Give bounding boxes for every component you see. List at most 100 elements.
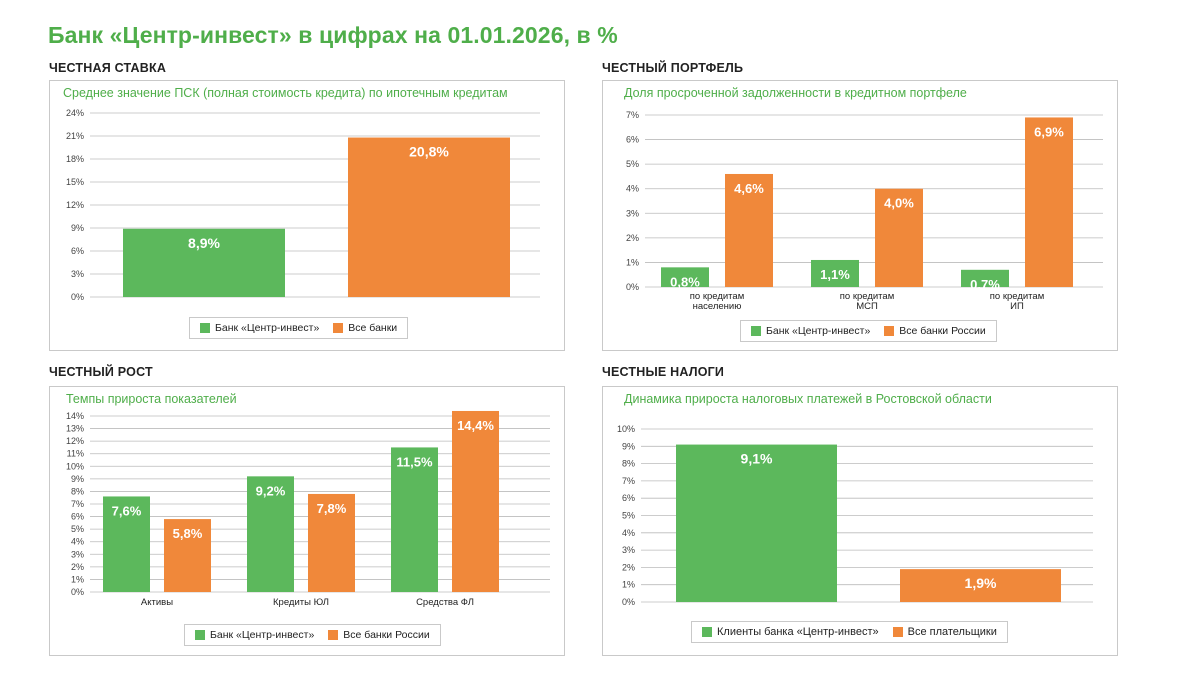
chart-panel-taxes: Динамика прироста налоговых платежей в Р… [602,386,1118,656]
y-tick-label: 6% [626,135,639,145]
data-label: 8,9% [188,235,220,251]
y-tick-label: 14% [66,411,84,421]
y-tick-label: 12% [66,200,84,210]
category-label: Средства ФЛ [416,597,474,608]
data-label: 5,8% [173,526,203,541]
data-label: 7,6% [112,503,142,518]
y-tick-label: 0% [71,587,84,597]
y-tick-label: 3% [622,545,635,555]
legend-swatch-orange [892,627,903,637]
legend-label: Все банки России [899,325,986,337]
chart-title: Среднее значение ПСК (полная стоимость к… [63,86,508,100]
chart-panel-growth: Темпы прироста показателей 0% 1% 2% 3% 4% 5% 6… [49,386,565,656]
section-title-rate: ЧЕСТНАЯ СТАВКА [49,61,167,75]
bar-bank-2 [961,269,1009,287]
legend-item-all-payers: Все плательщики [892,626,997,638]
legend-item-all: Все банки [333,322,397,334]
bar-all-1 [308,493,355,592]
y-tick-label: 11% [67,449,84,459]
legend-label: Банк «Центр-инвест» [215,322,320,334]
page-title: Банк «Центр-инвест» в цифрах на 01.01.20… [48,22,618,48]
bar-all-2 [452,410,499,592]
y-tick-label: 7% [71,499,84,509]
data-label: 4,0% [884,196,914,211]
legend-label: Все банки [348,322,398,334]
y-tick-label: 2% [71,562,84,572]
y-tick-label: 5% [71,524,84,534]
chart-svg: 0% 1% 2% 3% 4% 5% 6% 7% 8% 9% 10% 11% 12% 13% 14% 7,6% 5… [66,410,550,608]
legend-item-clients: Клиенты банка «Центр-инвест» [702,626,879,638]
y-tick-label: 2% [622,562,635,572]
bar-bank-1 [247,476,294,592]
chart-title: Доля просроченной задолженности в кредит… [624,86,967,100]
legend-label: Все банки России [343,629,430,641]
y-tick-label: 3% [71,549,84,559]
y-tick-label: 7% [622,476,635,486]
y-tick-label: 4% [622,528,635,538]
data-label: 20,8% [409,144,449,160]
category-label: ИП [1010,301,1024,312]
bar-bank-0 [103,496,150,592]
legend-swatch-green [751,326,761,336]
legend-swatch-green [200,323,210,333]
section-title-growth: ЧЕСТНЫЙ РОСТ [49,365,153,379]
legend-swatch-orange [884,326,895,336]
legend-swatch-orange [333,323,344,333]
data-label: 7,8% [317,501,347,516]
data-label: 14,4% [457,418,494,433]
y-tick-label: 1% [71,574,84,584]
chart-legend: Банк «Центр-инвест» Все банки [189,317,409,339]
bar-all-1 [875,188,923,287]
y-tick-label: 3% [71,269,84,279]
legend-label: Банк «Центр-инвест» [766,325,871,337]
bar-all-0 [725,173,773,287]
y-tick-label: 9% [71,223,84,233]
bar-bank-0 [676,444,837,602]
y-tick-label: 10% [66,461,84,471]
y-tick-label: 8% [71,486,84,496]
y-tick-label: 8% [622,459,635,469]
y-tick-label: 6% [71,246,84,256]
y-tick-label: 9% [622,441,635,451]
data-label: 0,8% [670,274,700,289]
data-label: 1,9% [965,575,997,591]
chart-panel-rate: Среднее значение ПСК (полная стоимость к… [49,80,565,351]
chart-svg: 0% 1% 2% 3% 4% 5% 6% 7% 8% 9% 10% 9,1% 1,9% [617,424,1093,607]
y-tick-label: 9% [71,474,84,484]
chart-svg: 0%1%2%3%4%5%6%7%0,8%4,6%по кредитамнасел… [626,110,1103,312]
y-tick-label: 2% [626,233,639,243]
section-title-portfolio: ЧЕСТНЫЙ ПОРТФЕЛЬ [602,61,744,75]
legend-label: Клиенты банка «Центр-инвест» [717,626,879,638]
y-tick-label: 4% [626,184,639,194]
legend-swatch-green [702,627,712,637]
data-label: 9,2% [256,483,286,498]
y-tick-label: 10% [617,424,635,434]
y-tick-label: 0% [622,597,635,607]
y-tick-label: 6% [71,512,84,522]
chart-legend: Банк «Центр-инвест» Все банки России [184,624,441,646]
y-tick-label: 15% [66,177,84,187]
y-tick-label: 1% [626,257,639,267]
data-label: 9,1% [741,451,773,467]
chart-legend: Банк «Центр-инвест» Все банки России [740,320,997,342]
legend-item-bank: Банк «Центр-инвест» [195,629,314,641]
data-label: 0,7% [970,277,1000,292]
bar-bank-2 [391,447,438,592]
section-title-taxes: ЧЕСТНЫЕ НАЛОГИ [602,365,725,379]
category-label: по кредитам [690,291,745,302]
bar-bank-0 [123,228,285,297]
bar-all-0 [348,137,510,297]
bar-bank-1 [811,259,859,287]
y-tick-label: 24% [66,108,84,118]
category-label: Активы [141,597,173,608]
y-tick-label: 21% [66,131,84,141]
y-tick-label: 3% [626,208,639,218]
legend-label: Банк «Центр-инвест» [210,629,315,641]
chart-panel-portfolio: Доля просроченной задолженности в кредит… [602,80,1118,351]
legend-swatch-orange [328,630,339,640]
chart-title: Темпы прироста показателей [66,392,237,406]
y-tick-label: 5% [622,511,635,521]
y-tick-label: 1% [622,580,635,590]
legend-item-all: Все банки России [328,629,430,641]
bar-all-0 [900,569,1061,602]
